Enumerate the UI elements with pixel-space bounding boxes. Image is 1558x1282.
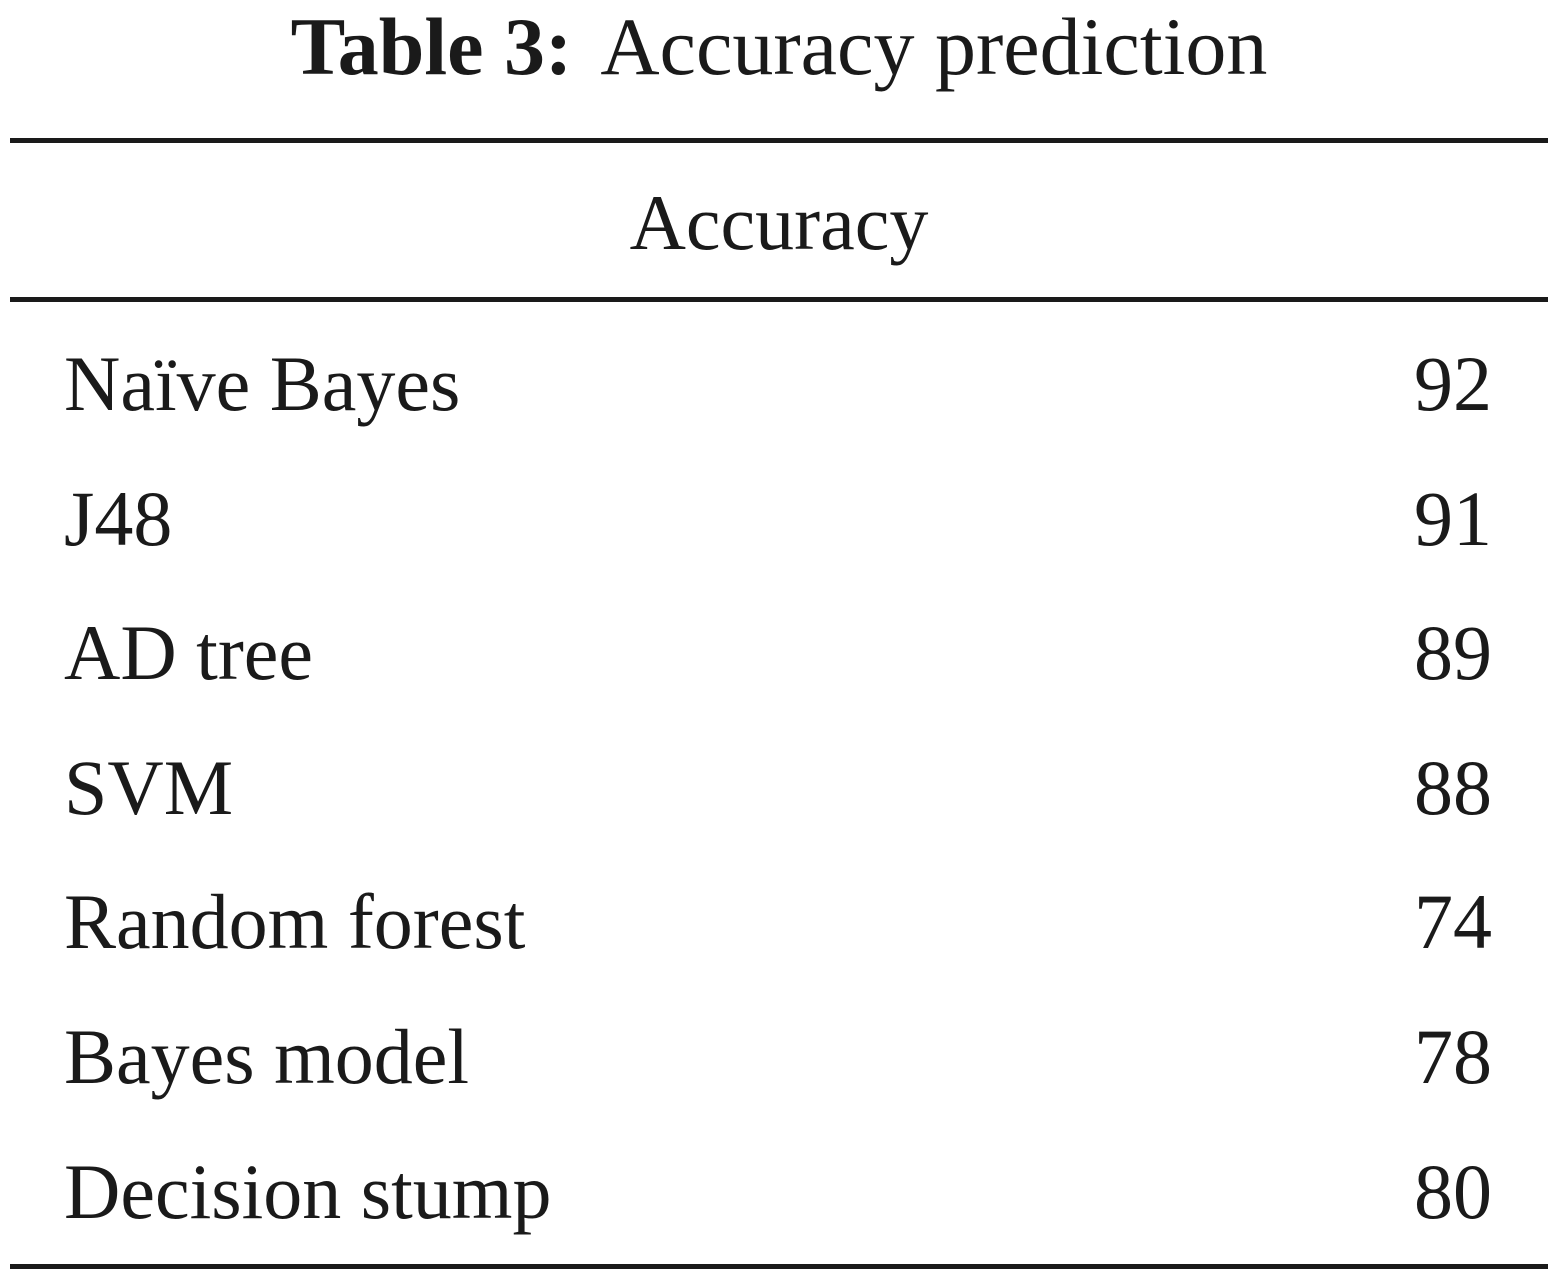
accuracy-cell: 74 — [1414, 878, 1492, 966]
accuracy-cell: 89 — [1414, 609, 1492, 697]
accuracy-cell: 88 — [1414, 743, 1492, 831]
table-caption: Table 3: Accuracy prediction — [0, 0, 1558, 102]
table-row: Bayes model 78 — [0, 1002, 1558, 1137]
model-name-cell: Decision stump — [64, 1147, 552, 1235]
table-column-header: Accuracy — [629, 179, 929, 266]
table-body: Naïve Bayes 92 J48 91 AD tree 89 SVM 88 … — [0, 329, 1558, 1271]
accuracy-cell: 80 — [1414, 1147, 1492, 1235]
model-name-cell: Random forest — [64, 878, 526, 966]
table-row: J48 91 — [0, 464, 1558, 599]
table-row: Decision stump 80 — [0, 1137, 1558, 1272]
model-name-cell: J48 — [64, 474, 173, 562]
model-name-cell: AD tree — [64, 609, 314, 697]
model-name-cell: Bayes model — [64, 1012, 470, 1100]
accuracy-cell: 91 — [1414, 474, 1492, 562]
table-row: Random forest 74 — [0, 867, 1558, 1002]
accuracy-cell: 92 — [1414, 340, 1492, 427]
table-row: SVM 88 — [0, 733, 1558, 868]
table-header-rule — [10, 297, 1548, 302]
model-name-cell: SVM — [64, 743, 234, 831]
table-row: Naïve Bayes 92 — [0, 329, 1558, 464]
table-top-rule — [10, 138, 1548, 143]
table-caption-text: Accuracy prediction — [600, 1, 1268, 92]
model-name-cell: Naïve Bayes — [64, 340, 461, 427]
table-bottom-rule — [10, 1264, 1548, 1269]
table-caption-label: Table 3: — [290, 1, 573, 92]
table-row: AD tree 89 — [0, 598, 1558, 733]
accuracy-cell: 78 — [1414, 1012, 1492, 1100]
